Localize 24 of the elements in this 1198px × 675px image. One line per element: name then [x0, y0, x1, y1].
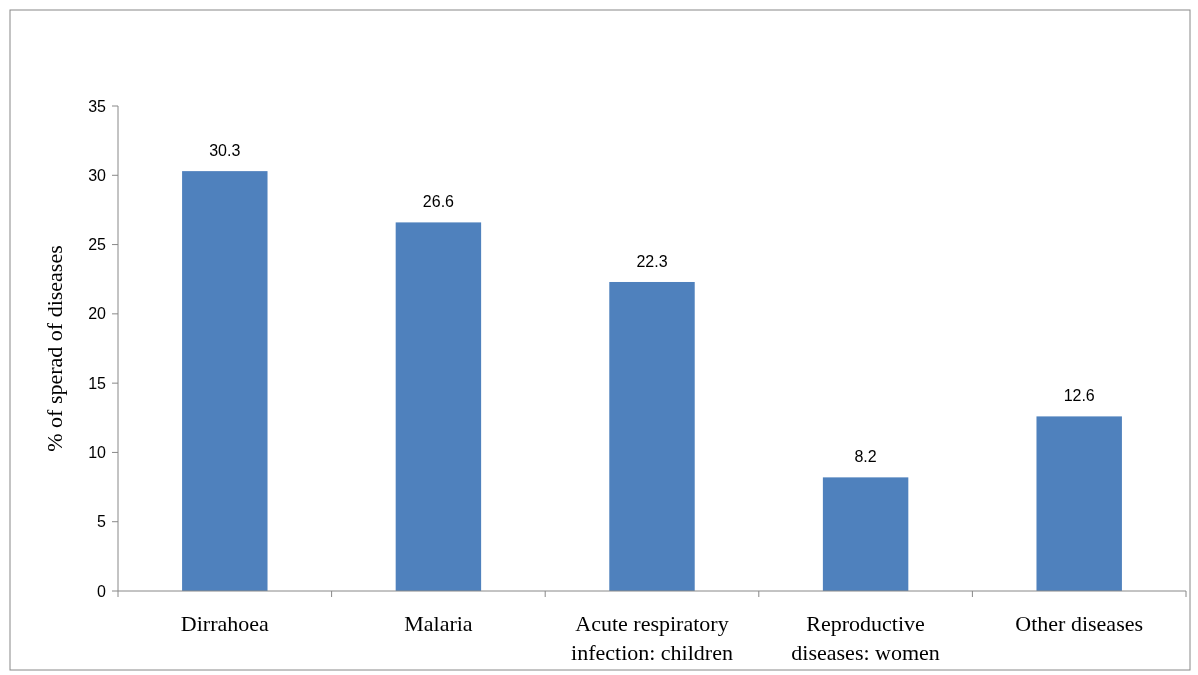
y-tick-label: 25 [88, 236, 107, 254]
y-tick-label: 0 [97, 582, 107, 600]
data-label: 22.3 [636, 252, 668, 270]
y-tick-label: 20 [88, 305, 107, 323]
y-axis-title: % of sperad of diseases [42, 245, 67, 452]
x-tick-label: Acute respiratory infection: children [571, 611, 733, 665]
y-tick-label: 35 [88, 97, 107, 115]
y-tick-label: 15 [88, 374, 107, 392]
data-label: 30.3 [209, 142, 241, 160]
y-tick-label: 5 [97, 513, 107, 531]
data-label: 12.6 [1063, 387, 1095, 405]
data-label: 26.6 [422, 193, 455, 211]
bar [395, 222, 482, 591]
x-tick-label: Other diseases [1015, 611, 1144, 636]
y-tick-label: 10 [88, 444, 107, 462]
x-tick-label: Reproductive diseases: women [791, 611, 940, 665]
bar [609, 281, 695, 591]
bar [822, 477, 909, 591]
data-label: 8.2 [854, 448, 877, 466]
y-tick-label: 30 [88, 166, 107, 184]
x-tick-label: Malaria [404, 611, 473, 636]
bar [1036, 416, 1122, 591]
bar [182, 171, 268, 591]
x-tick-label: Dirrahoea [180, 611, 270, 636]
